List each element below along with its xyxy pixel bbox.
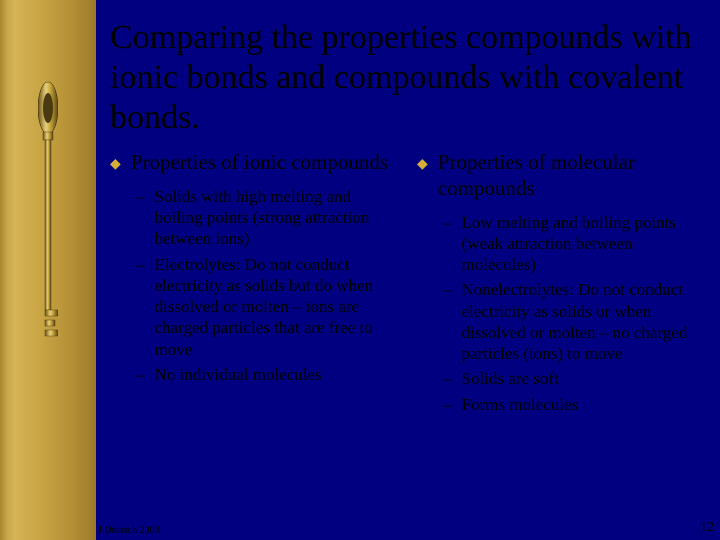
right-heading: Properties of molecular compounds (438, 150, 706, 201)
list-item: – Solids are soft (443, 368, 706, 389)
right-subitems: – Low melting and boiling points (weak a… (443, 212, 706, 415)
diamond-icon: ◆ (417, 156, 428, 173)
dash-icon: – (136, 254, 145, 275)
sub-text: No individual molecules (155, 364, 322, 385)
key-icon (38, 80, 58, 340)
sub-text: Solids with high melting and boiling poi… (155, 186, 400, 250)
dash-icon: – (136, 186, 145, 207)
right-heading-row: ◆ Properties of molecular compounds (417, 150, 706, 201)
slide-content: Comparing the properties compounds with … (96, 0, 720, 540)
left-subitems: – Solids with high melting and boiling p… (136, 186, 399, 385)
list-item: – No individual molecules (136, 364, 399, 385)
left-heading-row: ◆ Properties of ionic compounds (110, 150, 399, 176)
sub-text: Forms molecules (462, 394, 579, 415)
list-item: – Electrolytes: Do not conduct electrici… (136, 254, 399, 360)
columns: ◆ Properties of ionic compounds – Solids… (110, 150, 706, 530)
footer-page: 12 (700, 520, 714, 536)
dash-icon: – (443, 212, 452, 233)
dash-icon: – (443, 279, 452, 300)
slide-title: Comparing the properties compounds with … (110, 18, 706, 138)
sidebar-texture (0, 0, 96, 540)
sub-text: Solids are soft (462, 368, 559, 389)
dash-icon: – (136, 364, 145, 385)
sub-text: Nonelectrolytes: Do not conduct electric… (462, 279, 707, 364)
left-column: ◆ Properties of ionic compounds – Solids… (110, 150, 399, 530)
list-item: – Nonelectrolytes: Do not conduct electr… (443, 279, 706, 364)
list-item: – Solids with high melting and boiling p… (136, 186, 399, 250)
left-heading: Properties of ionic compounds (131, 150, 388, 176)
footer-author: J Deutsch 2003 (98, 525, 160, 536)
diamond-icon: ◆ (110, 156, 121, 173)
sub-text: Low melting and boiling points (weak att… (462, 212, 707, 276)
sub-text: Electrolytes: Do not conduct electricity… (155, 254, 400, 360)
right-column: ◆ Properties of molecular compounds – Lo… (417, 150, 706, 530)
dash-icon: – (443, 368, 452, 389)
list-item: – Low melting and boiling points (weak a… (443, 212, 706, 276)
list-item: – Forms molecules (443, 394, 706, 415)
dash-icon: – (443, 394, 452, 415)
